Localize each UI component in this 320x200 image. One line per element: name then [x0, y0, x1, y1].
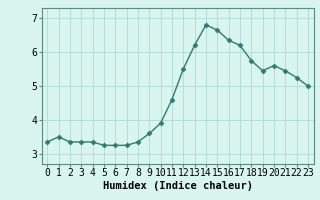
X-axis label: Humidex (Indice chaleur): Humidex (Indice chaleur) [103, 181, 252, 191]
